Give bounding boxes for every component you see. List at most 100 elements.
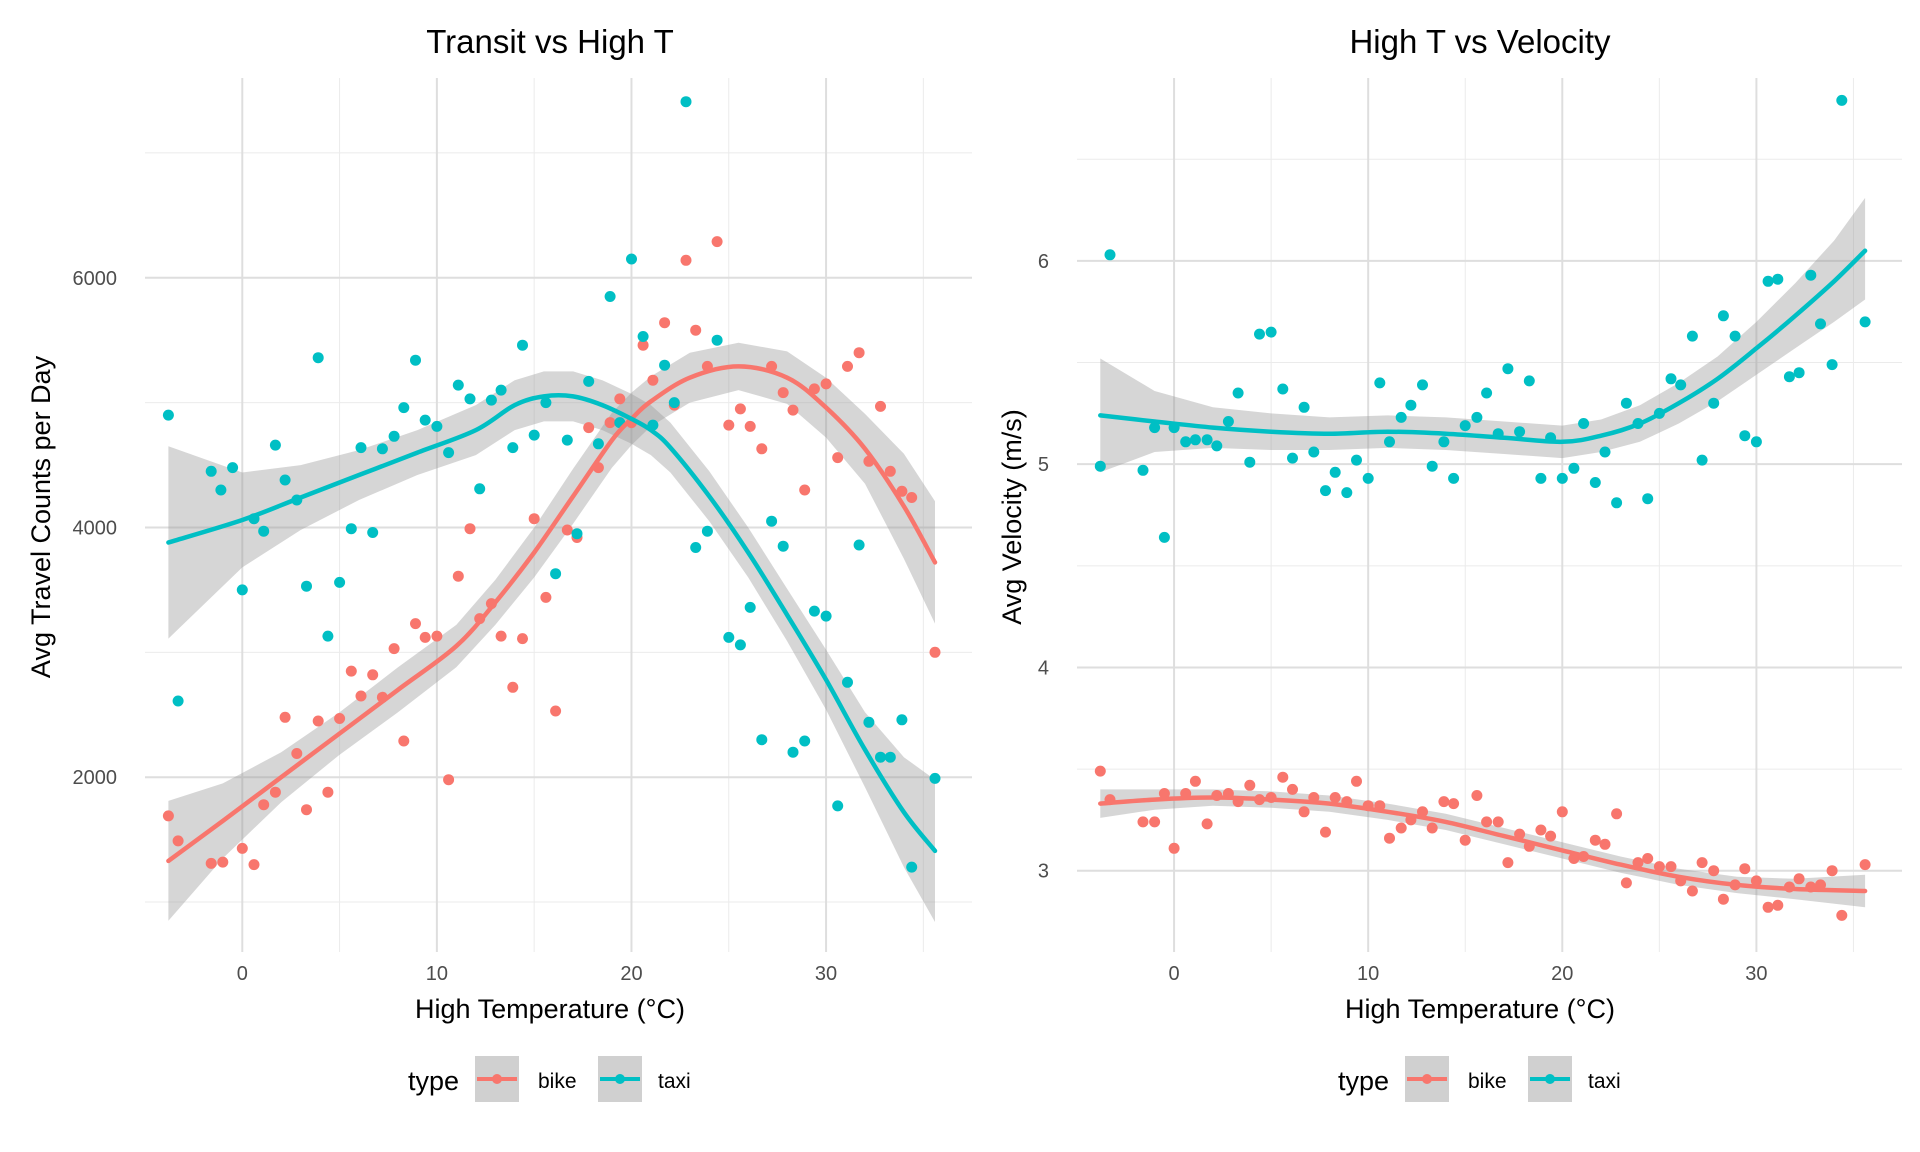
smooth-line-taxi bbox=[166, 393, 938, 854]
data-point-taxi bbox=[808, 605, 820, 617]
x-tick-label: 0 bbox=[1168, 963, 1179, 985]
legend-title: type bbox=[1338, 1066, 1389, 1096]
data-point-taxi bbox=[1696, 454, 1708, 466]
smooth-line-taxi bbox=[1098, 248, 1868, 445]
data-point-taxi bbox=[1405, 399, 1417, 411]
data-point-bike bbox=[507, 681, 519, 693]
data-point-taxi bbox=[906, 861, 918, 873]
series-bike bbox=[1094, 765, 1871, 921]
data-point-taxi bbox=[1362, 472, 1374, 484]
data-point-bike bbox=[1653, 861, 1665, 873]
data-point-bike bbox=[1189, 775, 1201, 787]
data-point-taxi bbox=[1523, 375, 1535, 387]
x-tick-label: 20 bbox=[620, 963, 642, 985]
data-point-bike bbox=[419, 631, 431, 643]
data-point-taxi bbox=[322, 630, 334, 642]
data-point-taxi bbox=[1254, 328, 1265, 340]
y-tick-label: 6000 bbox=[73, 268, 118, 290]
data-point-bike bbox=[1459, 834, 1471, 846]
data-point-bike bbox=[787, 404, 799, 416]
data-point-taxi bbox=[1180, 436, 1192, 448]
data-point-taxi bbox=[464, 393, 476, 405]
smooth-line-bike bbox=[1098, 795, 1868, 894]
data-point-taxi bbox=[1514, 426, 1526, 438]
data-point-bike bbox=[853, 347, 865, 359]
data-point-taxi bbox=[723, 631, 735, 643]
data-point-bike bbox=[1620, 877, 1632, 889]
series-taxi bbox=[162, 96, 941, 873]
data-point-bike bbox=[355, 690, 367, 702]
data-point-taxi bbox=[398, 402, 410, 414]
x-tick-label: 0 bbox=[237, 963, 248, 985]
legend-label-bike: bike bbox=[538, 1070, 577, 1093]
data-point-taxi bbox=[1320, 485, 1331, 497]
plot-area: 0 10 20 30 3 4 5 6 bbox=[1038, 78, 1902, 985]
data-point-bike bbox=[1287, 783, 1298, 795]
data-point-taxi bbox=[1729, 330, 1741, 342]
data-point-bike bbox=[1168, 842, 1180, 854]
data-point-taxi bbox=[236, 584, 248, 596]
data-point-bike bbox=[1201, 818, 1213, 830]
data-point-taxi bbox=[452, 379, 464, 391]
data-point-bike bbox=[1502, 857, 1514, 869]
data-point-taxi bbox=[172, 695, 184, 707]
data-point-taxi bbox=[162, 409, 174, 421]
data-point-bike bbox=[1277, 771, 1289, 783]
x-tick-label: 20 bbox=[1551, 963, 1573, 985]
data-point-bike bbox=[1426, 822, 1438, 834]
data-point-taxi bbox=[1793, 367, 1805, 379]
data-point-bike bbox=[1772, 899, 1784, 911]
data-point-bike bbox=[929, 646, 941, 658]
data-point-bike bbox=[345, 665, 357, 677]
data-point-taxi bbox=[766, 515, 778, 527]
data-point-taxi bbox=[1826, 359, 1838, 371]
data-point-bike bbox=[540, 591, 552, 603]
data-point-bike bbox=[1438, 796, 1450, 808]
data-point-taxi bbox=[227, 462, 239, 474]
data-point-bike bbox=[398, 735, 410, 747]
data-point-bike bbox=[875, 400, 886, 412]
data-point-taxi bbox=[1158, 531, 1170, 543]
data-point-taxi bbox=[668, 397, 680, 409]
data-point-taxi bbox=[756, 734, 768, 746]
data-point-bike bbox=[312, 715, 324, 727]
data-point-taxi bbox=[1471, 411, 1483, 423]
data-point-taxi bbox=[1665, 373, 1677, 385]
data-point-taxi bbox=[592, 438, 604, 450]
data-point-taxi bbox=[1149, 422, 1161, 434]
data-point-taxi bbox=[1717, 310, 1729, 322]
data-point-bike bbox=[258, 799, 270, 811]
confidence-band-bike bbox=[168, 342, 935, 921]
data-point-bike bbox=[884, 465, 896, 477]
data-point-bike bbox=[388, 643, 400, 655]
confidence-band-taxi bbox=[1100, 197, 1866, 473]
data-point-bike bbox=[1492, 816, 1504, 828]
data-point-bike bbox=[236, 842, 248, 854]
y-tick-label: 5 bbox=[1038, 454, 1049, 476]
data-point-taxi bbox=[1374, 377, 1386, 389]
data-point-bike bbox=[1859, 859, 1871, 871]
data-point-bike bbox=[1535, 824, 1547, 836]
legend-key-point bbox=[1422, 1074, 1432, 1084]
data-point-taxi bbox=[507, 442, 519, 454]
data-point-taxi bbox=[1438, 436, 1450, 448]
data-point-bike bbox=[205, 857, 217, 869]
data-point-taxi bbox=[1535, 472, 1547, 484]
data-point-bike bbox=[1708, 865, 1720, 877]
data-point-taxi bbox=[680, 96, 692, 108]
data-point-taxi bbox=[1341, 487, 1353, 499]
data-point-taxi bbox=[312, 352, 324, 364]
data-point-bike bbox=[1384, 832, 1395, 844]
data-point-taxi bbox=[1836, 94, 1848, 106]
data-point-bike bbox=[744, 420, 756, 432]
data-point-taxi bbox=[1232, 387, 1244, 399]
data-point-taxi bbox=[1448, 472, 1460, 484]
y-axis-title: Avg Travel Counts per Day bbox=[26, 355, 56, 678]
data-point-bike bbox=[777, 387, 789, 399]
data-point-taxi bbox=[1578, 418, 1590, 429]
data-point-taxi bbox=[1426, 460, 1438, 472]
data-point-bike bbox=[647, 374, 659, 386]
data-point-bike bbox=[1158, 788, 1170, 799]
plot-area: 0 10 20 30 2000 4000 6000 bbox=[73, 78, 972, 985]
